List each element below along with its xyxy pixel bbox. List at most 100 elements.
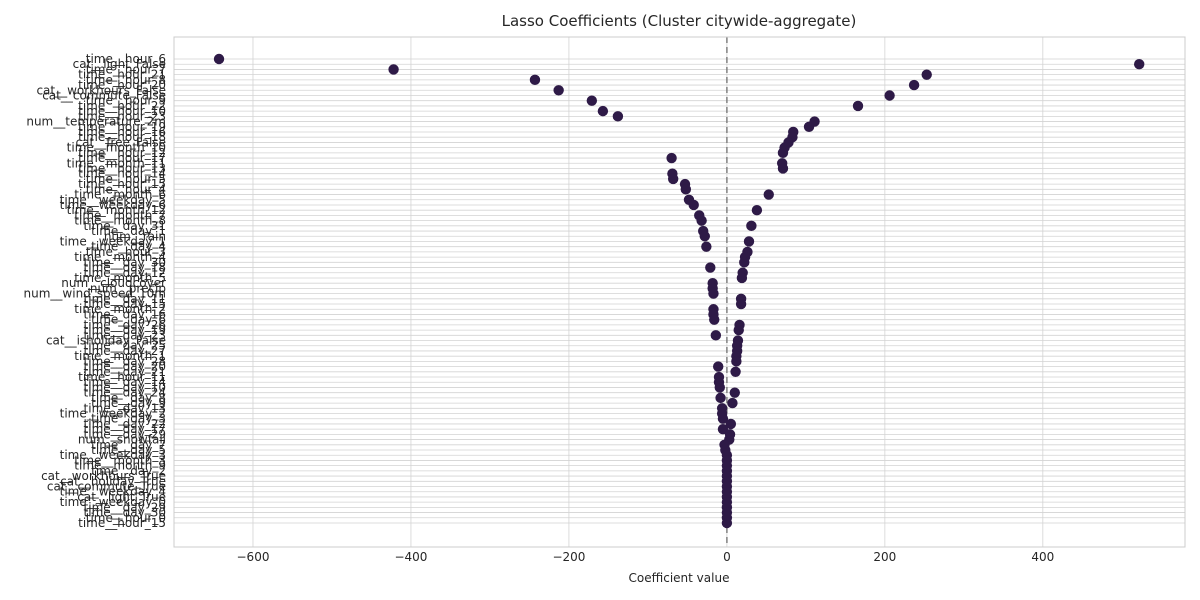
y-tick-label: time__day_27 <box>84 344 166 358</box>
y-tick-label: num__snowfall <box>78 433 166 447</box>
y-tick-label: time__hour_16 <box>78 125 166 139</box>
y-tick-label: time__hour_15 <box>78 177 166 191</box>
y-tick-label: time__weekday_6 <box>60 198 166 212</box>
y-tick-label: time__day_28 <box>84 354 166 368</box>
y-tick-label: time__hour_3 <box>86 245 166 259</box>
y-tick-label: time__day_3 <box>91 412 166 426</box>
coefficient-point <box>666 152 677 164</box>
y-tick-label: time__day_26 <box>84 318 166 332</box>
x-tick-labels: −600 −400 −200 0 200 400 <box>237 550 1055 564</box>
coefficient-point <box>884 90 895 101</box>
y-tick-label: time__hour_20 <box>78 78 166 92</box>
coefficient-point <box>667 173 679 185</box>
y-tick-label: cat__commute_True <box>47 480 166 494</box>
y-tick-label: time__weekday_3 <box>60 448 166 462</box>
y-tick-labels: time__hour_6cat__light_Falsetime__hour_7… <box>24 52 167 530</box>
y-tick-label: time__hour_15 <box>78 516 166 530</box>
y-tick-label: time__day_11 <box>84 292 166 306</box>
y-tick-label: time__hour_13 <box>78 161 166 175</box>
coefficient-point <box>735 298 747 310</box>
coefficient-point <box>852 100 864 112</box>
coefficient-point <box>731 356 742 367</box>
y-tick-label: time__hour_11 <box>78 370 166 384</box>
coefficient-point <box>729 387 740 398</box>
coefficient-point <box>680 184 692 195</box>
data-points <box>213 53 1145 529</box>
y-tick-label: time__hour_10 <box>78 104 166 118</box>
y-tick-label: time__day_13 <box>84 401 166 415</box>
y-tick-label: time__day_29 <box>84 427 166 441</box>
coefficient-point <box>736 272 748 284</box>
y-tick-label: time__day_15 <box>84 297 166 311</box>
coefficient-point <box>730 366 741 378</box>
plot-frame <box>173 36 1186 548</box>
coefficient-point <box>743 236 755 247</box>
coefficient-point <box>388 64 399 75</box>
y-tick-label: cat__commute_False <box>42 88 166 102</box>
y-tick-label: time__day_30 <box>84 255 166 269</box>
coefficient-point <box>696 215 707 226</box>
y-tick-label: time__day_2 <box>91 464 166 478</box>
coefficient-point <box>553 85 564 96</box>
y-tick-label: time__month_2 <box>74 302 166 316</box>
y-tick-label: time__hour_14 <box>78 167 166 181</box>
y-tick-label: time__month_8 <box>74 214 166 228</box>
y-tick-label: time__hour_18 <box>78 130 166 144</box>
coefficient-point <box>721 517 733 529</box>
coefficient-point <box>701 241 712 252</box>
x-tick-label: 0 <box>723 550 731 564</box>
y-tick-label: time__month_5 <box>74 271 166 285</box>
y-tick-label: num__wind_speed_10m <box>24 287 166 301</box>
y-tick-label: time__weekday_2 <box>60 407 166 421</box>
coefficient-point <box>739 257 750 268</box>
y-tick-label: time__day_17 <box>84 422 166 436</box>
y-tick-label: time__hour_21 <box>78 68 166 82</box>
chart-title: Lasso Coefficients (Cluster citywide-agg… <box>502 12 857 30</box>
y-tick-label: time__hour_5 <box>86 172 166 186</box>
y-tick-label: time__day_4 <box>91 240 166 254</box>
coefficient-point <box>708 288 719 299</box>
y-tick-label: cat__light_False <box>73 57 166 71</box>
y-tick-label: cat__workhours_False <box>36 83 166 97</box>
y-tick-label: time__hour_19 <box>78 120 166 134</box>
y-tick-label: time__month_3 <box>74 453 166 467</box>
y-tick-label: time__day_31 <box>84 219 166 233</box>
y-tick-label: time__month_7 <box>74 208 166 222</box>
coefficient-point <box>777 163 789 174</box>
y-tick-label: time__hour_4 <box>86 182 166 196</box>
y-tick-label: time__day_19 <box>84 323 166 337</box>
y-tick-label: time__month_9 <box>74 459 166 473</box>
y-tick-label: time__day_23 <box>84 328 166 342</box>
coefficient-point <box>727 397 738 409</box>
coefficient-point <box>713 361 724 372</box>
x-tick-label: −200 <box>552 550 585 564</box>
y-tick-label: time__day_7 <box>91 438 166 452</box>
y-tick-label: time__weekday_0 <box>60 495 166 509</box>
y-tick-label: time__hour_6 <box>86 52 166 66</box>
y-tick-label: time__month_1 <box>74 349 166 363</box>
coefficient-point <box>597 105 609 117</box>
y-tick-label: time__month_6 <box>74 188 166 202</box>
x-tick-label: −600 <box>237 550 270 564</box>
y-tick-label: time__day_8 <box>91 391 166 405</box>
coefficient-point <box>710 330 722 341</box>
y-tick-label: time__month_11 <box>67 156 166 170</box>
coefficient-point <box>715 392 726 404</box>
coefficient-point <box>714 382 725 393</box>
y-tick-label: time__hour_17 <box>78 151 166 165</box>
coefficient-point <box>803 121 815 132</box>
y-tick-label: cat__holiday_True <box>60 474 166 488</box>
y-tick-label: time__hour_9 <box>86 94 166 108</box>
y-tick-label: time__day_30 <box>84 506 166 520</box>
y-tick-label: time__day_9 <box>91 396 166 410</box>
y-tick-label: time__day_10 <box>84 380 166 394</box>
coefficient-point <box>746 220 757 232</box>
x-axis-label: Coefficient value <box>629 571 730 585</box>
coefficient-point <box>717 413 729 424</box>
x-tick-label: 400 <box>1031 550 1054 564</box>
y-tick-label: time__day_16 <box>84 307 166 321</box>
coefficient-point <box>908 79 920 91</box>
y-tick-label: num__rain <box>104 229 166 243</box>
y-tick-label: num__precip <box>90 281 166 295</box>
